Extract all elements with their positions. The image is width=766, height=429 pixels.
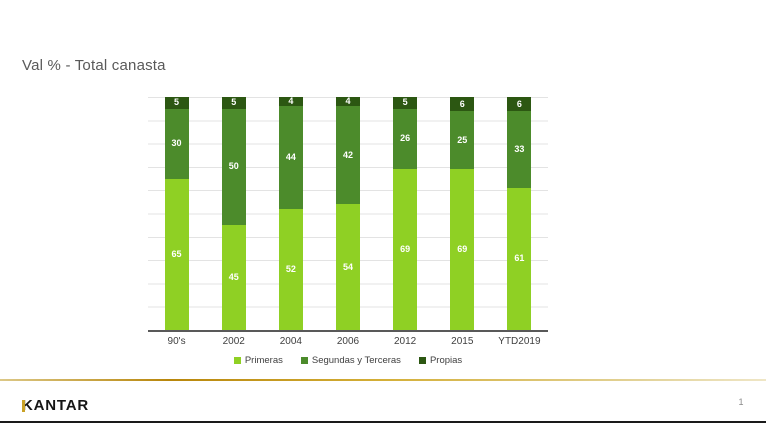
legend-swatch <box>233 357 241 364</box>
legend-swatch <box>300 357 308 364</box>
x-axis-label: 2006 <box>336 336 360 347</box>
bar-segment: 30 <box>164 108 189 179</box>
value-label: 26 <box>400 133 411 144</box>
bar-segment: 42 <box>335 106 360 205</box>
value-label: 30 <box>171 138 182 149</box>
bar-segment: 52 <box>278 208 303 330</box>
value-label: 25 <box>457 134 468 145</box>
footer-gold-line <box>0 379 766 381</box>
bar-segment: 69 <box>393 169 418 330</box>
bar-segment: 69 <box>450 169 475 330</box>
stacked-bar: 5 50 45 <box>221 97 246 330</box>
bar-column: 6 25 69 <box>434 97 491 330</box>
bar-column: 5 26 69 <box>377 97 434 330</box>
value-label: 5 <box>402 97 408 108</box>
stacked-bar: 5 26 69 <box>393 97 418 330</box>
bar-segment: 61 <box>507 187 532 330</box>
value-label: 50 <box>228 161 239 172</box>
bar-column: 5 30 65 <box>148 97 205 330</box>
bar-column: 4 42 54 <box>319 97 376 330</box>
legend-label: Segundas y Terceras <box>311 355 401 366</box>
legend-item: Primeras <box>233 355 283 366</box>
x-axis-label: 2002 <box>222 336 245 347</box>
value-label: 61 <box>514 253 525 264</box>
bottom-border-line <box>0 421 766 423</box>
bar-segment: 5 <box>164 97 189 109</box>
bar-segment: 4 <box>278 96 303 107</box>
legend-item: Propias <box>418 355 463 366</box>
legend-label: Propias <box>429 355 463 366</box>
page-title: Val % - Total canasta <box>22 57 166 74</box>
value-label: 4 <box>345 96 351 107</box>
stacked-bar-chart: 5 30 65 5 50 45 4 44 52 4 42 54 5 26 69 6 25 69 6 33 61 90's… <box>148 97 548 366</box>
value-label: 5 <box>231 97 237 108</box>
stacked-bar: 6 33 61 <box>507 97 532 330</box>
kantar-logo-text: KANTAR <box>22 397 90 414</box>
stacked-bar: 5 30 65 <box>164 97 189 330</box>
bar-segment: 5 <box>393 97 418 109</box>
kantar-logo: KANTAR <box>22 398 89 413</box>
value-label: 6 <box>516 98 522 109</box>
bar-segment: 26 <box>393 108 418 170</box>
x-axis-label: 2012 <box>394 336 417 347</box>
x-axis-label: 2015 <box>451 336 474 347</box>
legend-label: Primeras <box>244 355 283 366</box>
value-label: 69 <box>457 244 468 255</box>
stacked-bar: 6 25 69 <box>450 97 475 330</box>
bar-segment: 65 <box>164 178 189 330</box>
value-label: 65 <box>171 248 182 259</box>
page-number: 1 <box>738 397 744 407</box>
bar-column: 4 44 52 <box>262 97 319 330</box>
kantar-logo-gold-stem <box>22 400 25 412</box>
bar-segment: 6 <box>450 97 475 111</box>
bar-column: 6 33 61 <box>491 97 548 330</box>
x-axis-label: 90's <box>167 336 186 347</box>
bar-segment: 44 <box>278 106 303 209</box>
value-label: 6 <box>459 98 465 109</box>
bar-segment: 4 <box>335 96 360 107</box>
stacked-bar: 4 42 54 <box>335 96 360 330</box>
value-label: 52 <box>285 263 296 274</box>
chart-legend: Primeras Segundas y Terceras Propias <box>148 355 548 366</box>
x-axis-labels: 90's 2002 2004 2006 2012 2015 YTD2019 <box>148 336 548 347</box>
value-label: 4 <box>288 96 294 107</box>
bar-segment: 5 <box>221 97 246 109</box>
value-label: 5 <box>174 97 180 108</box>
value-label: 33 <box>514 143 525 154</box>
bar-column: 5 50 45 <box>205 97 262 330</box>
bar-segment: 50 <box>221 108 246 226</box>
legend-item: Segundas y Terceras <box>300 355 401 366</box>
value-label: 69 <box>400 244 411 255</box>
value-label: 42 <box>342 149 353 160</box>
bar-segment: 45 <box>221 225 246 330</box>
bar-segment: 25 <box>450 110 475 170</box>
value-label: 54 <box>342 261 353 272</box>
x-axis-label: 2004 <box>279 336 302 347</box>
plot-area: 5 30 65 5 50 45 4 44 52 4 42 54 5 26 69 6 25 69 6 33 61 <box>148 97 548 332</box>
legend-swatch <box>418 357 426 364</box>
bar-segment: 33 <box>507 111 532 188</box>
x-axis-label: YTD2019 <box>498 336 541 347</box>
value-label: 45 <box>228 272 239 283</box>
bar-segment: 6 <box>507 97 532 111</box>
bar-segment: 54 <box>335 204 360 330</box>
stacked-bar: 4 44 52 <box>278 96 303 330</box>
value-label: 44 <box>285 152 296 163</box>
